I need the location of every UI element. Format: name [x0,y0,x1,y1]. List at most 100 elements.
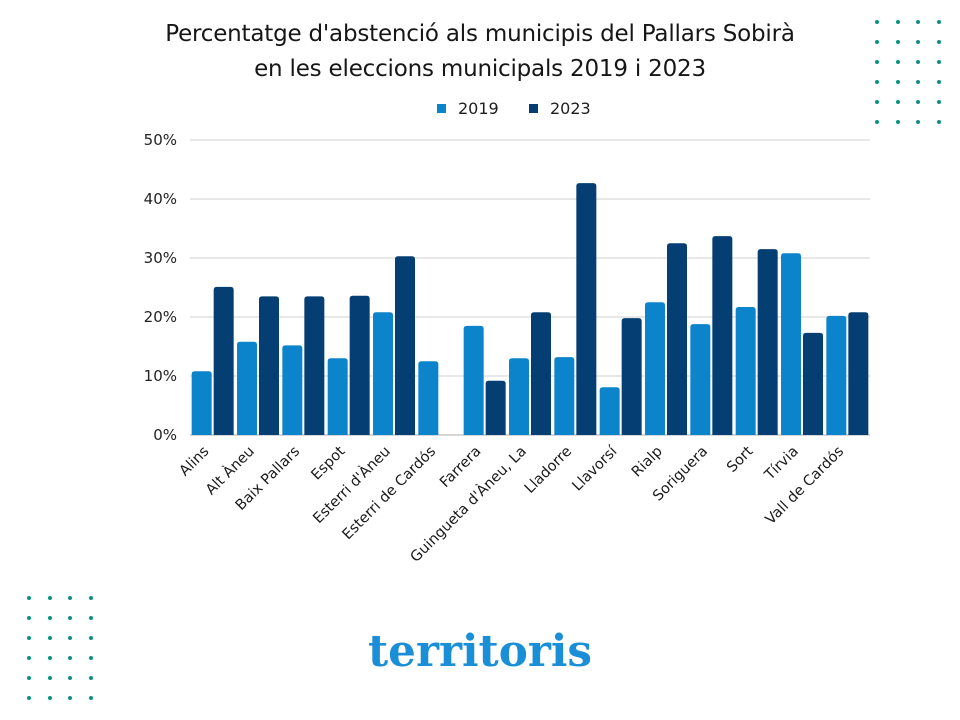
decorative-dot [27,656,31,660]
y-tick-label: 30% [144,249,177,267]
decorative-dot [88,636,93,640]
decorative-dot [68,636,72,640]
decorative-dot [895,100,900,104]
logo-text: territoris [368,626,592,676]
bar-2019[interactable]: Vall de Cardós 2019: 20.2% [826,315,847,435]
decorative-dot [47,616,52,620]
bar-2019[interactable]: Alt Àneu 2019: 15.8% [237,341,257,435]
y-tick-label: 10% [144,367,177,385]
x-tick-label: Esterri d'Àneu [310,443,394,527]
bar-2023[interactable]: Tírvia 2023: 17.3% [803,332,823,435]
y-tick-label: 0% [153,426,177,444]
legend-item-2023[interactable]: 2023 [529,97,591,119]
decorative-dot [68,616,72,620]
y-tick-label: 20% [144,308,177,326]
decorative-dot [27,676,31,680]
bar-2023[interactable]: Guingueta d'Àneu, La 2023: 20.8% [531,312,551,435]
x-tick-label: Sort [724,443,757,476]
x-tick-label: Llavorsí [570,443,622,495]
decorative-dot [895,80,900,84]
decorative-dot [875,60,879,64]
bar-2019[interactable]: Sort 2019: 21.7% [735,306,756,435]
x-tick-label: Tírvia [761,444,802,485]
bar-2019[interactable]: Esterri d'Àneu 2019: 20.8% [373,312,393,435]
bar-2023[interactable]: Alt Àneu 2023: 23.5% [259,296,279,435]
decorative-dot [875,20,879,24]
decorative-dot [916,20,920,24]
decorative-dot [47,636,52,640]
bar-2019[interactable]: Alins 2019: 10.8% [191,371,212,435]
decorative-dot [916,40,920,44]
decorative-dot [68,696,72,700]
bar-2023[interactable]: Llavorsí 2023: 19.8% [621,318,642,435]
decorative-dot [47,596,52,600]
decorative-dot [936,80,941,84]
decorative-dot [88,696,93,700]
decorative-dot [47,656,52,660]
decorative-dot [88,596,93,600]
bar-2023[interactable]: Farrera 2023: 9.2% [485,380,506,435]
bar-2019[interactable]: Baix Pallars 2019: 15.2% [282,345,303,435]
legend: 2019 2023 [0,97,960,119]
bar-2019[interactable]: Espot 2019: 13% [327,358,348,435]
decorative-dot [895,120,900,124]
bar-2019[interactable]: Tírvia 2019: 30.8% [781,253,801,435]
decorative-dot [916,60,920,64]
decorative-dot [875,100,879,104]
bar-chart: 0%10%20%30%40%50% Alins 2019: 10.8%Alins… [144,131,870,566]
bar-2019[interactable]: Guingueta d'Àneu, La 2019: 13% [509,358,529,435]
bar-2023[interactable]: Esterri d'Àneu 2023: 30.3% [395,256,415,435]
decorative-dot [875,120,879,124]
decorative-dot [936,40,941,44]
y-tick-label: 50% [144,131,177,149]
decorative-dot [936,60,941,64]
legend-item-2019[interactable]: 2019 [437,97,499,119]
decorative-dot [936,20,941,24]
legend-label-2019: 2019 [458,98,499,118]
decorative-dot [895,60,900,64]
y-axis: 0% 10% 20% 30% 40% 50% [144,131,177,444]
x-tick-label: Vall de Cardós [763,444,847,528]
x-tick-label: Rialp [629,444,666,481]
bar-2023[interactable]: Rialp 2023: 32.5% [667,243,687,435]
bar-2023[interactable]: Baix Pallars 2023: 23.5% [304,296,325,435]
decorative-dot [27,636,31,640]
decorative-dot [27,596,31,600]
decorative-dot [88,676,93,680]
legend-label-2023: 2023 [550,98,591,118]
bar-2023[interactable]: Alins 2023: 25.1% [213,286,234,435]
gridlines [190,139,870,436]
chart-subtitle: en les eleccions municipals 2019 i 2023 [254,56,706,82]
bar-2023[interactable]: Vall de Cardós 2023: 20.8% [848,312,869,435]
legend-swatch-2023 [529,103,538,113]
decorative-dot [895,40,900,44]
decorative-dot [895,20,900,24]
decorative-dot [27,616,31,620]
decorative-dot [68,676,72,680]
bar-2023[interactable]: Lladorre 2023: 42.7% [576,183,597,435]
decorative-dot [875,80,879,84]
x-tick-label: Lladorre [522,443,575,496]
bar-2019[interactable]: Llavorsí 2019: 8.1% [599,387,620,435]
bar-2023[interactable]: Soriguera 2023: 33.7% [712,236,733,435]
decorative-dot [88,656,93,660]
bar-2023[interactable]: Espot 2023: 23.6% [349,295,370,435]
bar-2019[interactable]: Rialp 2019: 22.5% [645,302,665,435]
bar-2019[interactable]: Lladorre 2019: 13.2% [554,357,575,435]
decorative-dot [916,120,920,124]
decorative-dot [47,676,52,680]
y-tick-label: 40% [144,190,177,208]
bar-2019[interactable]: Farrera 2019: 18.5% [463,325,484,435]
x-tick-label: Espot [309,443,349,483]
decorative-dot [916,80,920,84]
bar-2019[interactable]: Soriguera 2019: 18.8% [690,324,711,435]
decorative-dot [47,696,52,700]
bar-2019[interactable]: Esterri de Cardós 2019: 12.5% [418,361,439,435]
decorative-dot [68,596,72,600]
x-tick-label: Alins [177,444,213,480]
decorative-dot [27,696,31,700]
decorative-dot [875,40,879,44]
bar-2023[interactable]: Sort 2023: 31.5% [757,249,778,435]
decorative-dot [936,120,941,124]
